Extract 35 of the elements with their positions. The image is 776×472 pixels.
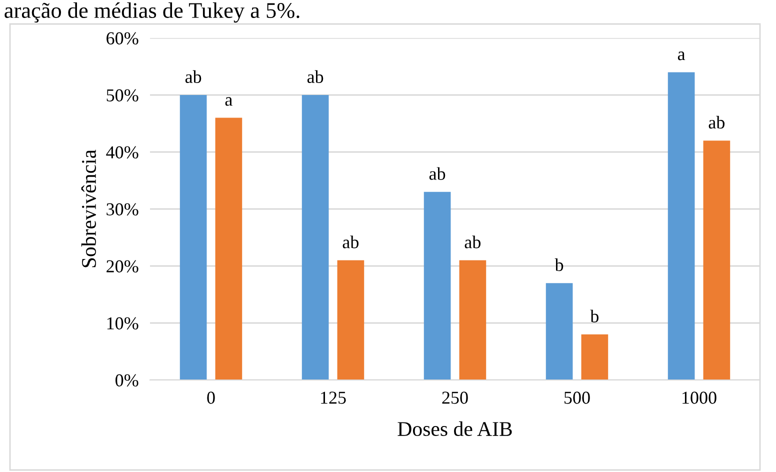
x-tick-label: 250	[442, 392, 468, 404]
data-label: ab	[708, 116, 725, 129]
y-tick-label: 20%	[106, 260, 138, 272]
bar	[215, 118, 242, 380]
data-label: ab	[464, 236, 481, 248]
x-tick-label: 125	[321, 392, 346, 404]
data-label: ab	[185, 70, 202, 83]
data-label: ab	[307, 70, 324, 83]
bar	[180, 95, 207, 380]
bar	[581, 334, 608, 380]
y-axis-title: Sobrevivência	[81, 150, 96, 268]
y-tick-label: 50%	[106, 89, 138, 102]
text: aração de médias de Tukey a 5%.	[4, 2, 300, 23]
bar	[703, 140, 730, 380]
data-label: b	[590, 310, 599, 322]
x-tick-label: 500	[564, 392, 590, 404]
bar	[424, 192, 451, 380]
bar	[668, 72, 695, 380]
y-tick-label: 60%	[106, 32, 138, 44]
bar	[337, 260, 364, 380]
data-label: b	[554, 258, 564, 272]
data-label: a	[678, 52, 686, 60]
data-label: a	[225, 97, 232, 106]
x-axis-title: Doses de AIB	[398, 421, 512, 436]
bar	[546, 283, 573, 380]
y-tick-label: 40%	[106, 146, 138, 158]
data-label: ab	[429, 167, 446, 180]
bar	[459, 260, 486, 380]
y-tick-label: 0%	[116, 374, 138, 386]
x-tick-label: 1000	[682, 392, 716, 404]
data-label: ab	[342, 236, 359, 248]
y-tick-label: 30%	[106, 203, 138, 216]
y-tick-label: 10%	[107, 317, 138, 330]
x-tick-label: 0	[207, 392, 215, 404]
bar	[302, 95, 329, 380]
